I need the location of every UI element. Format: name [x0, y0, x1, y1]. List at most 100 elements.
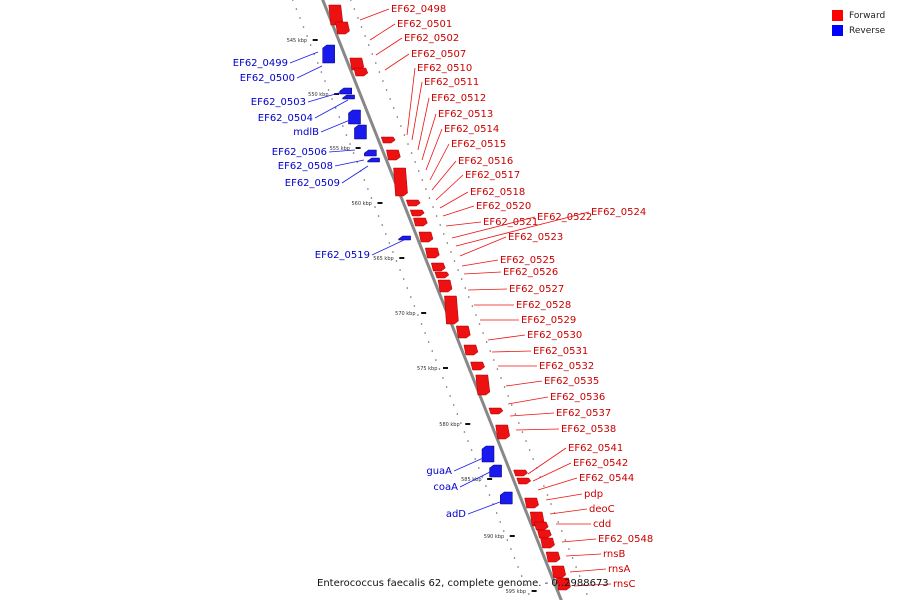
guide-dot: [414, 161, 416, 163]
forward-gene-label[interactable]: rnsB: [603, 549, 625, 560]
reverse-gene-label[interactable]: EF62_0500: [240, 73, 295, 84]
forward-gene-label[interactable]: EF62_0521: [483, 217, 538, 228]
forward-gene-label[interactable]: EF62_0522: [537, 212, 592, 223]
reverse-leader-line: [453, 454, 491, 472]
forward-gene-block: [488, 407, 504, 415]
forward-gene-label[interactable]: EF62_0516: [458, 156, 513, 167]
forward-gene-label[interactable]: EF62_0520: [476, 201, 531, 212]
forward-gene-block: [495, 424, 510, 440]
forward-swatch-icon: [832, 10, 843, 21]
forward-gene-label[interactable]: deoC: [589, 504, 615, 515]
forward-gene-label[interactable]: EF62_0502: [404, 33, 459, 44]
forward-leader-line: [491, 350, 532, 353]
guide-dot: [438, 368, 441, 370]
forward-gene-block: [475, 374, 491, 396]
forward-gene-block: [545, 551, 561, 563]
forward-gene-label[interactable]: EF62_0537: [556, 408, 611, 419]
forward-gene-label[interactable]: EF62_0513: [438, 109, 493, 120]
reverse-leader-line: [341, 165, 369, 184]
reverse-gene-label[interactable]: EF62_0506: [272, 147, 327, 158]
forward-gene-label[interactable]: EF62_0501: [397, 19, 452, 30]
guide-dot: [392, 107, 395, 109]
guide-dot: [295, 8, 298, 10]
forward-gene-label[interactable]: EF62_0544: [579, 473, 634, 484]
forward-gene-label[interactable]: EF62_0532: [539, 361, 594, 372]
guide-dot: [388, 242, 391, 244]
reverse-gene-label[interactable]: EF62_0508: [278, 161, 333, 172]
forward-gene-label[interactable]: EF62_0523: [508, 232, 563, 243]
guide-dot: [463, 431, 466, 433]
forward-gene-label[interactable]: EF62_0515: [451, 139, 506, 150]
guide-dot: [571, 557, 574, 559]
guide-dot: [424, 332, 426, 334]
guide-dot: [349, 143, 351, 145]
forward-gene-label[interactable]: EF62_0529: [521, 315, 576, 326]
forward-gene-label[interactable]: EF62_0538: [561, 424, 616, 435]
forward-gene-label[interactable]: EF62_0498: [391, 4, 446, 15]
forward-gene-label[interactable]: EF62_0548: [598, 534, 653, 545]
guide-dot: [417, 170, 420, 172]
forward-gene-label[interactable]: EF62_0514: [444, 124, 499, 135]
forward-gene-label[interactable]: EF62_0518: [470, 187, 525, 198]
forward-gene-label[interactable]: EF62_0535: [544, 376, 599, 387]
forward-gene-label[interactable]: cdd: [593, 519, 611, 530]
guide-dot: [371, 53, 374, 55]
forward-gene-block: [434, 271, 450, 279]
guide-dot: [560, 530, 563, 532]
forward-gene-label[interactable]: EF62_0542: [573, 458, 628, 469]
forward-gene-label[interactable]: EF62_0530: [527, 330, 582, 341]
reverse-gene-label[interactable]: EF62_0499: [233, 58, 288, 69]
guide-dot: [406, 287, 409, 289]
reverse-gene-block: [489, 464, 502, 478]
forward-gene-label[interactable]: EF62_0511: [424, 77, 479, 88]
forward-leader-line: [359, 8, 390, 21]
guide-dot: [385, 89, 388, 91]
forward-gene-label[interactable]: rnsA: [608, 564, 630, 575]
reverse-gene-label[interactable]: EF62_0504: [258, 113, 313, 124]
guide-dot: [470, 449, 473, 451]
forward-gene-block: [418, 231, 434, 243]
forward-leader-line: [417, 97, 430, 151]
reverse-gene-label[interactable]: mdlB: [293, 127, 319, 138]
tick-mark: [377, 202, 383, 204]
forward-gene-label[interactable]: EF62_0517: [465, 170, 520, 181]
guide-dot: [400, 125, 402, 127]
forward-gene-block: [537, 529, 552, 539]
forward-gene-label[interactable]: rnsC: [613, 579, 635, 590]
forward-gene-label[interactable]: EF62_0531: [533, 346, 588, 357]
reverse-gene-label[interactable]: EF62_0509: [285, 178, 340, 189]
forward-gene-label[interactable]: EF62_0510: [417, 63, 472, 74]
guide-dot: [324, 80, 326, 82]
forward-gene-label[interactable]: EF62_0507: [411, 49, 466, 60]
reverse-gene-label[interactable]: guaA: [426, 466, 452, 477]
forward-gene-label[interactable]: EF62_0524: [591, 207, 646, 218]
forward-gene-label[interactable]: EF62_0536: [550, 392, 605, 403]
guide-dot: [375, 62, 377, 64]
forward-gene-label[interactable]: EF62_0525: [500, 255, 555, 266]
forward-leader-line: [569, 568, 607, 573]
guide-dot: [460, 422, 462, 424]
guide-dot: [345, 134, 348, 136]
reverse-gene-label[interactable]: EF62_0519: [315, 250, 370, 261]
reverse-gene-label[interactable]: EF62_0503: [251, 97, 306, 108]
guide-dot: [478, 323, 481, 325]
guide-dot: [474, 458, 476, 460]
forward-gene-label[interactable]: EF62_0527: [509, 284, 564, 295]
forward-gene-label[interactable]: EF62_0526: [503, 267, 558, 278]
guide-dot: [521, 431, 524, 433]
guide-dot: [432, 206, 434, 208]
legend: Forward Reverse: [832, 8, 892, 38]
forward-gene-label[interactable]: EF62_0528: [516, 300, 571, 311]
forward-gene-label[interactable]: pdp: [584, 489, 603, 500]
forward-gene-block: [551, 565, 566, 579]
forward-gene-block: [335, 21, 350, 35]
forward-gene-label[interactable]: EF62_0512: [431, 93, 486, 104]
reverse-gene-label[interactable]: adD: [446, 509, 466, 520]
guide-dot: [378, 71, 381, 73]
forward-gene-label[interactable]: EF62_0541: [568, 443, 623, 454]
reverse-leader-line: [320, 119, 351, 133]
forward-leader-line: [384, 53, 410, 71]
reverse-gene-label[interactable]: coaA: [433, 482, 458, 493]
reverse-gene-block: [364, 149, 377, 157]
forward-leader-line: [463, 271, 502, 275]
